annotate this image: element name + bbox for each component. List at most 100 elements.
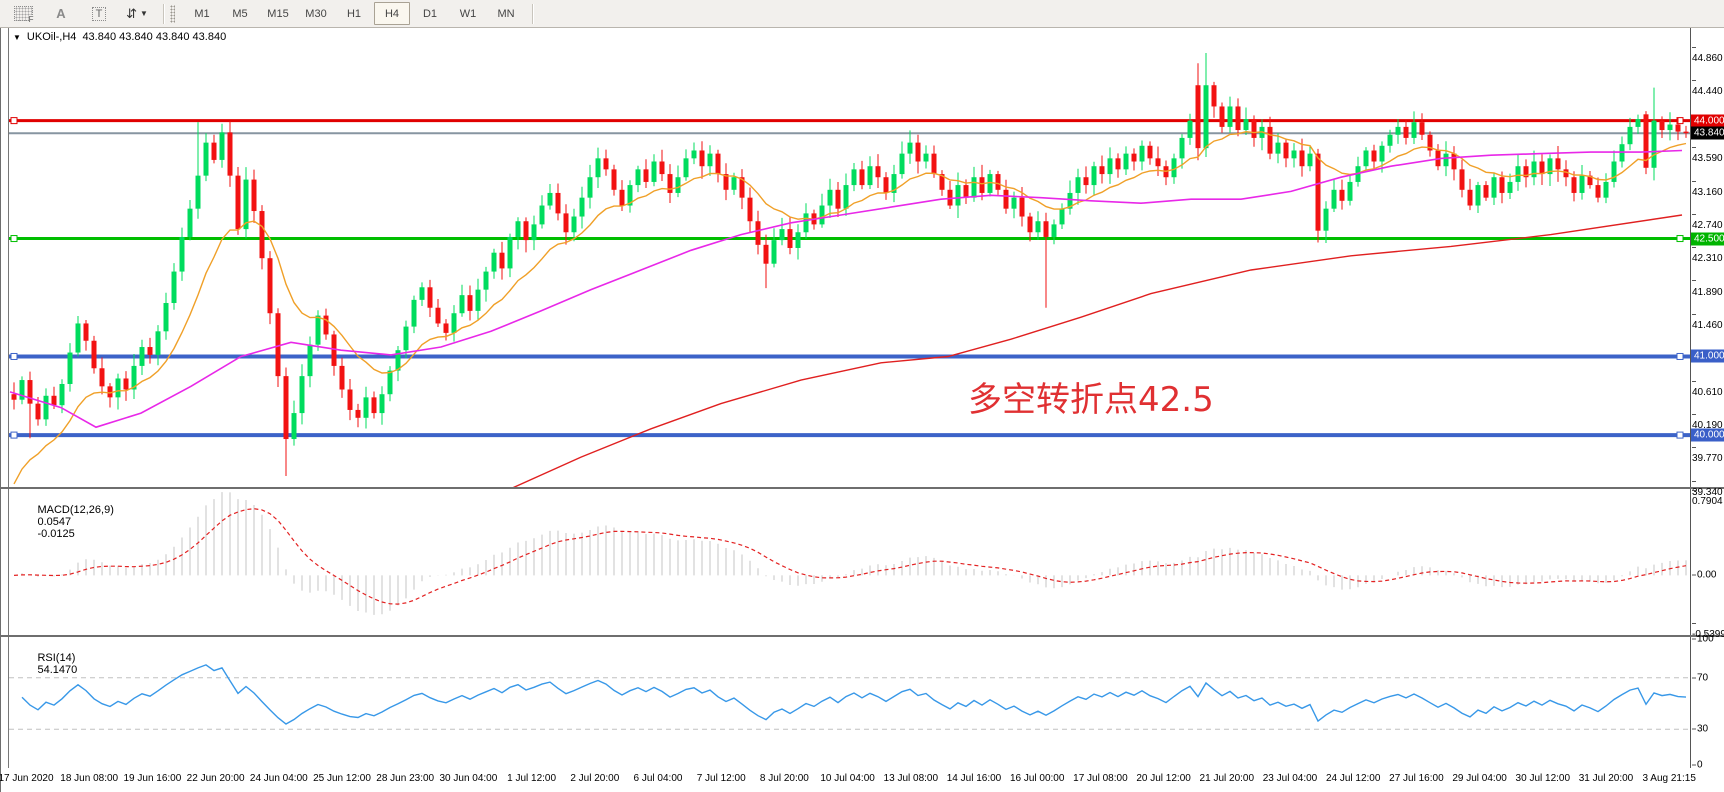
- crosshair-grid-tool-button[interactable]: F: [5, 2, 41, 25]
- candle-body: [1459, 169, 1465, 190]
- candle-body: [59, 383, 65, 406]
- time-label-24-Jul-12-00: 24 Jul 12:00: [1325, 773, 1381, 784]
- candle-body: [1235, 106, 1241, 131]
- arrows-tool-button[interactable]: ⇵ ▼: [119, 2, 155, 25]
- candle-body: [411, 299, 417, 327]
- candle-body: [803, 213, 809, 233]
- time-label-21-Jul-20-00: 21 Jul 20:00: [1199, 773, 1255, 784]
- candle-body: [387, 370, 393, 395]
- candle-body: [1603, 181, 1609, 198]
- resistance-line-handle[interactable]: [10, 117, 18, 125]
- candle-body: [1187, 120, 1193, 138]
- candle-body: [91, 340, 97, 369]
- candle-body: [1291, 150, 1297, 159]
- price-badge-41.000: 41.000: [1691, 349, 1724, 363]
- candle-body: [763, 244, 769, 264]
- candle-body: [171, 271, 177, 304]
- candle-body: [755, 221, 761, 245]
- timeframe-button-M15[interactable]: M15: [267, 7, 289, 20]
- time-label-28-Jun-23-00: 28 Jun 23:00: [376, 773, 435, 784]
- candle-body: [843, 185, 849, 209]
- price-tick-39.340: 39.340: [1692, 476, 1724, 498]
- candle-body: [1531, 161, 1537, 178]
- time-axis[interactable]: 17 Jun 2020 18 Jun 08:00 19 Jun 16:00 22 Ju…: [0, 768, 1724, 792]
- candlestick-chart[interactable]: [9, 28, 1690, 487]
- support-line-1-handle[interactable]: [10, 352, 18, 360]
- toolbar: F A T ⇵ ▼ M1 M5 M15 M30 H1 H4 D1 W1 MN: [0, 0, 1724, 28]
- candle-body: [587, 177, 593, 198]
- support-line-2-handle[interactable]: [1676, 431, 1684, 439]
- candle-body: [563, 213, 569, 233]
- candle-body: [971, 177, 977, 198]
- candle-body: [1027, 216, 1033, 233]
- time-label-13-Jul-08-00: 13 Jul 08:00: [883, 773, 939, 784]
- candle-body: [1507, 181, 1513, 193]
- macd-chart[interactable]: [9, 489, 1690, 635]
- candle-body: [1107, 158, 1113, 175]
- macd-tick--0.5399: -0.5399: [1692, 618, 1724, 640]
- price-chart-panel[interactable]: ▼ UKOil-,H4 43.840 43.840 43.840 43.840 …: [1, 28, 1724, 489]
- rsi-indicator-panel[interactable]: RSI(14) 54.1470: [1, 637, 1724, 769]
- symbol-ohlc-values: 43.840 43.840 43.840 43.840: [82, 31, 227, 43]
- rsi-chart[interactable]: [9, 637, 1690, 768]
- candle-body: [603, 158, 609, 170]
- pivot-line-handle[interactable]: [1676, 235, 1684, 243]
- candle-body: [1395, 126, 1401, 135]
- candle-body: [963, 185, 969, 198]
- candle-body: [203, 142, 209, 176]
- timeframe-button-W1[interactable]: W1: [459, 7, 477, 20]
- candle-body: [547, 192, 553, 206]
- drawing-tools-group: F A T ⇵ ▼: [0, 0, 160, 27]
- candle-body: [667, 174, 673, 193]
- candle-body: [1171, 158, 1177, 178]
- rsi-line: [21, 664, 1687, 725]
- pivot-line-handle[interactable]: [10, 235, 18, 243]
- candle-body: [1539, 161, 1545, 175]
- macd-label: MACD(12,26,9) 0.0547 -0.0125: [13, 492, 113, 552]
- candle-body: [1491, 177, 1497, 198]
- toolbar-grip-handle[interactable]: [170, 4, 175, 23]
- candle-body: [323, 315, 329, 335]
- candle-body: [1523, 166, 1529, 178]
- candle-body: [899, 153, 905, 175]
- time-label-16-Jul-00-00: 16 Jul 00:00: [1009, 773, 1065, 784]
- timeframe-button-H4[interactable]: H4: [374, 2, 410, 25]
- candle-body: [995, 174, 1001, 190]
- timeframe-button-MN[interactable]: MN: [497, 7, 515, 20]
- timeframe-button-M30[interactable]: M30: [305, 7, 327, 20]
- letter-a-icon: A: [56, 6, 66, 21]
- support-line-1-handle[interactable]: [1676, 352, 1684, 360]
- text-box-tool-button[interactable]: T: [81, 2, 117, 25]
- candle-body: [1683, 131, 1689, 134]
- candle-body: [1643, 114, 1649, 168]
- timeframe-button-M5[interactable]: M5: [232, 7, 248, 20]
- candle-body: [507, 236, 513, 269]
- candle-body: [683, 158, 689, 178]
- timeframe-button-M1[interactable]: M1: [194, 7, 210, 20]
- panel-left-border: [8, 489, 9, 635]
- candle-body: [235, 175, 241, 230]
- candle-body: [1019, 197, 1025, 217]
- symbol-dropdown-icon[interactable]: ▼: [13, 32, 21, 42]
- resistance-line-handle[interactable]: [1676, 117, 1684, 125]
- support-line-2-handle[interactable]: [10, 431, 18, 439]
- candle-body: [283, 376, 289, 440]
- candle-body: [1403, 126, 1409, 138]
- candle-body: [787, 229, 793, 248]
- timeframe-button-D1[interactable]: D1: [422, 7, 438, 20]
- candle-body: [1363, 150, 1369, 167]
- candle-body: [1339, 189, 1345, 201]
- chart-text-annotation[interactable]: 多空转折点42.5: [968, 380, 1214, 420]
- candle-body: [1315, 153, 1321, 231]
- macd-indicator-panel[interactable]: MACD(12,26,9) 0.0547 -0.0125: [1, 489, 1724, 637]
- candle-body: [819, 205, 825, 225]
- timeframe-button-H1[interactable]: H1: [346, 7, 362, 20]
- symbol-header[interactable]: ▼ UKOil-,H4 43.840 43.840 43.840 43.840: [13, 31, 226, 43]
- candle-body: [1563, 169, 1569, 178]
- text-label-tool-button[interactable]: A: [43, 2, 79, 25]
- time-label-27-Jul-16-00: 27 Jul 16:00: [1389, 773, 1444, 784]
- candle-body: [1307, 153, 1313, 167]
- candle-body: [907, 142, 913, 154]
- candle-body: [35, 403, 41, 420]
